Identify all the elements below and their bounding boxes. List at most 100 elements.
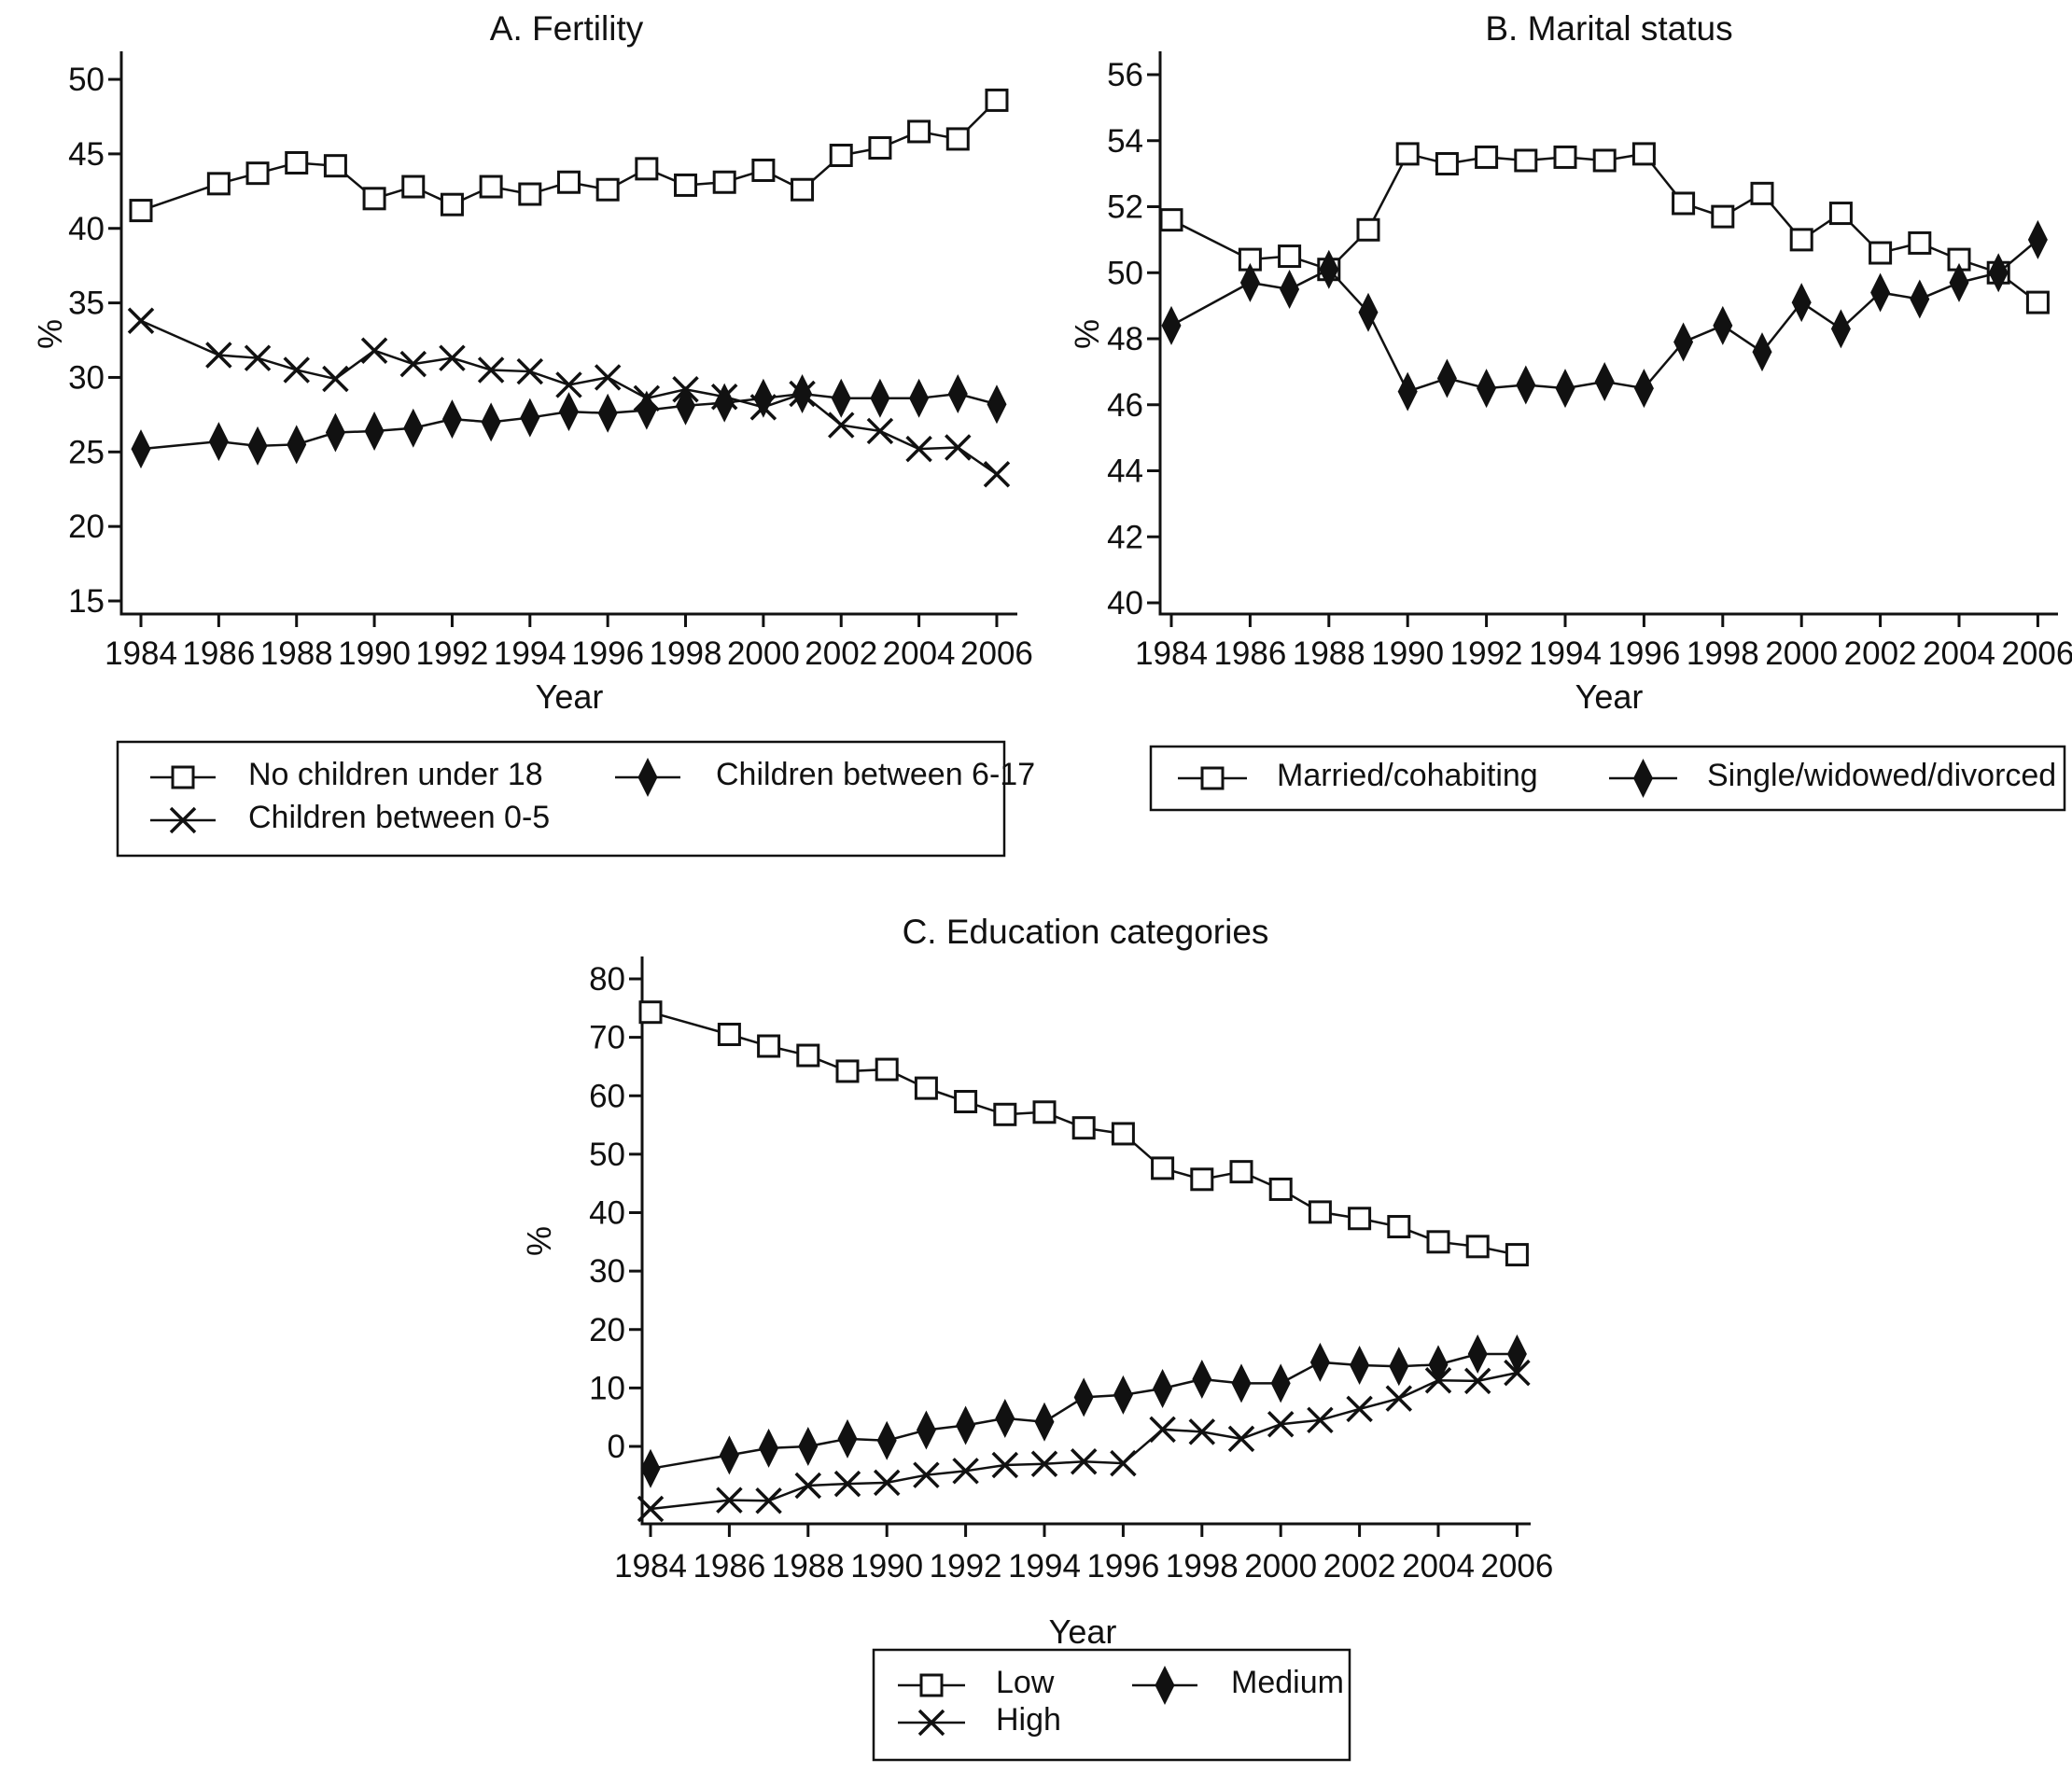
- square-marker: [674, 173, 698, 197]
- square-marker: [919, 1673, 944, 1697]
- x-tick-label: 1992: [930, 1548, 1002, 1585]
- panel-fertility: 15 20 25 30 35 40 45 50 1984 1986 1988 1990 1992 1994…: [68, 51, 1033, 672]
- x-marker: [439, 344, 466, 371]
- square-marker: [1631, 142, 1656, 166]
- diamond-marker: [719, 1435, 739, 1475]
- series-line-diamond: [1170, 238, 2039, 394]
- x-tick-label: 1984: [105, 635, 177, 672]
- square-marker: [712, 170, 736, 194]
- x-marker: [1463, 1367, 1491, 1395]
- x-tick-label: 1992: [1450, 635, 1523, 672]
- x-tick-label: 1986: [182, 635, 255, 672]
- square-marker: [1750, 181, 1774, 205]
- x-tick-label: 1994: [494, 635, 567, 672]
- diamond-marker: [916, 1410, 936, 1450]
- square-marker: [1032, 1100, 1057, 1124]
- x-marker: [1227, 1425, 1255, 1453]
- x-marker: [866, 417, 894, 445]
- y-tick-label: 46: [1107, 387, 1143, 424]
- x-marker: [794, 1472, 822, 1500]
- x-marker: [873, 1469, 901, 1497]
- x-tick-label: 1996: [1086, 1548, 1159, 1585]
- y-tick-label: 30: [68, 359, 105, 396]
- x-marker: [1346, 1395, 1373, 1423]
- y-tick-label: 25: [68, 434, 105, 470]
- panel-c-yaxis-label: %: [520, 1225, 558, 1257]
- square-marker: [985, 88, 1009, 112]
- x-tick-label: 2000: [1244, 1548, 1317, 1585]
- x-marker: [945, 434, 972, 461]
- square-marker: [1514, 148, 1538, 173]
- x-marker: [555, 371, 582, 398]
- square-marker: [362, 187, 386, 211]
- square-marker: [1908, 230, 1932, 255]
- square-marker: [907, 119, 931, 144]
- x-tick-label: 1988: [1293, 635, 1365, 672]
- square-marker: [1151, 1156, 1175, 1180]
- y-tick-label: 54: [1107, 123, 1143, 160]
- square-marker: [945, 127, 970, 151]
- panel-c-xaxis-label: Year: [1048, 1612, 1117, 1651]
- square-marker: [757, 1034, 781, 1058]
- diamond-marker: [2027, 219, 2048, 259]
- square-marker: [245, 161, 270, 186]
- diamond-marker: [597, 393, 618, 433]
- square-marker: [1789, 228, 1813, 252]
- y-tick-label: 42: [1107, 519, 1143, 555]
- y-tick-label: 10: [589, 1370, 625, 1406]
- x-marker: [991, 1451, 1019, 1479]
- x-marker: [1188, 1418, 1216, 1445]
- series-line-square: [140, 99, 998, 212]
- x-tick-label: 1990: [338, 635, 411, 672]
- x-tick-label: 1986: [693, 1548, 765, 1585]
- y-tick-label: 20: [68, 509, 105, 545]
- x-marker: [716, 1487, 743, 1514]
- x-tick-label: 2006: [1480, 1548, 1553, 1585]
- x-marker: [205, 342, 232, 369]
- square-marker: [1828, 202, 1853, 226]
- axis: [640, 956, 1531, 1526]
- x-tick-label: 2000: [1765, 635, 1838, 672]
- diamond-marker: [1870, 272, 1891, 313]
- square-marker: [1356, 217, 1380, 242]
- panel-a-title: A. Fertility: [489, 9, 644, 48]
- square-marker: [993, 1102, 1017, 1126]
- diamond-marker: [1358, 292, 1379, 332]
- diamond-marker: [947, 374, 968, 414]
- diamond-marker: [759, 1428, 779, 1468]
- diamond-marker: [208, 422, 229, 462]
- diamond-marker: [640, 1448, 661, 1488]
- x-tick-label: 1998: [1166, 1548, 1239, 1585]
- y-tick-label: 50: [1107, 255, 1143, 291]
- x-tick-label: 2000: [727, 635, 800, 672]
- legend: [116, 740, 1006, 858]
- x-tick-label: 1998: [1687, 635, 1759, 672]
- diamond-marker: [753, 378, 774, 418]
- square-marker: [1229, 1160, 1253, 1184]
- diamond-marker: [481, 402, 501, 442]
- legend-b-item-single: Single/widowed/divorced: [1707, 758, 2057, 793]
- x-tick-label: 1988: [260, 635, 333, 672]
- series-line-diamond: [140, 392, 998, 451]
- x-marker: [1385, 1385, 1413, 1412]
- diamond-marker: [1594, 361, 1615, 401]
- square-marker: [751, 158, 776, 182]
- x-tick-label: 1994: [1529, 635, 1602, 672]
- diamond-marker: [995, 1398, 1015, 1438]
- x-tick-label: 2004: [883, 635, 956, 672]
- x-tick-label: 1998: [650, 635, 722, 672]
- diamond-marker: [1516, 365, 1536, 405]
- legend-b-item-married: Married/cohabiting: [1277, 758, 1538, 793]
- square-marker: [1435, 152, 1459, 176]
- axis: [119, 51, 1017, 616]
- x-marker: [244, 344, 272, 371]
- diamond-marker: [1309, 1342, 1330, 1382]
- diamond-marker: [1155, 1666, 1175, 1705]
- x-tick-label: 1996: [1607, 635, 1680, 672]
- diamond-marker: [1910, 279, 1930, 319]
- diamond-marker: [1239, 262, 1260, 302]
- diamond-marker: [1319, 249, 1339, 289]
- panel-b-yaxis-label: %: [1068, 318, 1106, 350]
- x-marker: [1030, 1450, 1058, 1478]
